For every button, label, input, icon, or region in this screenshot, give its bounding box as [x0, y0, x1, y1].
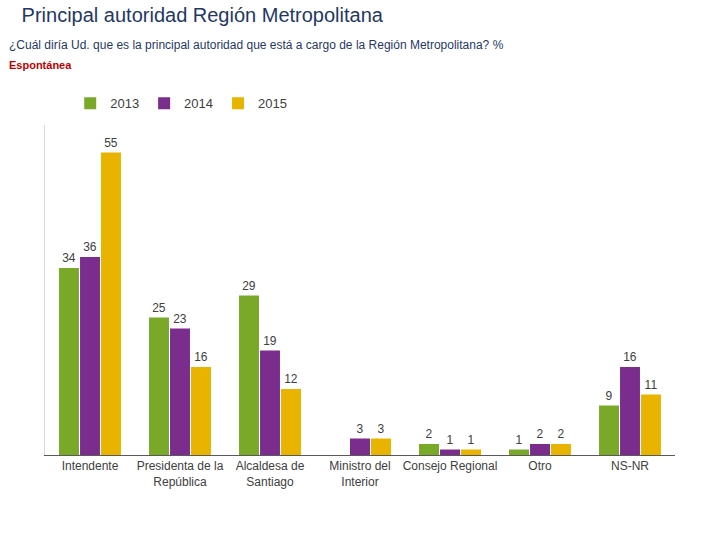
svg-text:1: 1 — [468, 433, 475, 447]
svg-text:¿Cuál diría Ud. que es la prin: ¿Cuál diría Ud. que es la principal auto… — [9, 38, 504, 52]
svg-text:1: 1 — [447, 433, 454, 447]
svg-text:2: 2 — [426, 427, 433, 441]
svg-text:2013: 2013 — [110, 96, 139, 111]
svg-text:23: 23 — [173, 312, 187, 326]
svg-text:3: 3 — [357, 422, 364, 436]
svg-text:1: 1 — [516, 433, 523, 447]
svg-text:11: 11 — [645, 378, 658, 392]
svg-text:16: 16 — [194, 350, 208, 364]
svg-text:Espontánea: Espontánea — [9, 59, 72, 71]
svg-text:Alcaldesa deSantiago: Alcaldesa deSantiago — [236, 459, 305, 489]
svg-text:12: 12 — [284, 372, 298, 386]
svg-text:2: 2 — [558, 427, 565, 441]
svg-text:34: 34 — [62, 251, 76, 265]
svg-text:19: 19 — [263, 334, 277, 348]
svg-text:3: 3 — [378, 422, 385, 436]
svg-text:36: 36 — [83, 240, 97, 254]
svg-text:Intendente: Intendente — [62, 459, 119, 473]
svg-text:25: 25 — [152, 301, 166, 315]
svg-text:Presidenta de laRepública: Presidenta de laRepública — [137, 459, 224, 489]
svg-text:16: 16 — [623, 350, 637, 364]
svg-text:2015: 2015 — [258, 96, 287, 111]
svg-text:55: 55 — [104, 136, 118, 150]
svg-text:2014: 2014 — [184, 96, 213, 111]
svg-text:2: 2 — [537, 427, 544, 441]
svg-text:NS-NR: NS-NR — [611, 459, 649, 473]
svg-text:Ministro delInterior: Ministro delInterior — [329, 459, 390, 489]
svg-text:9: 9 — [606, 389, 613, 403]
svg-text:Otro: Otro — [528, 459, 552, 473]
svg-text:Principal autoridad Región Met: Principal autoridad Región Metropolitana — [22, 4, 384, 26]
svg-text:Consejo Regional: Consejo Regional — [403, 459, 498, 473]
svg-text:29: 29 — [242, 279, 256, 293]
